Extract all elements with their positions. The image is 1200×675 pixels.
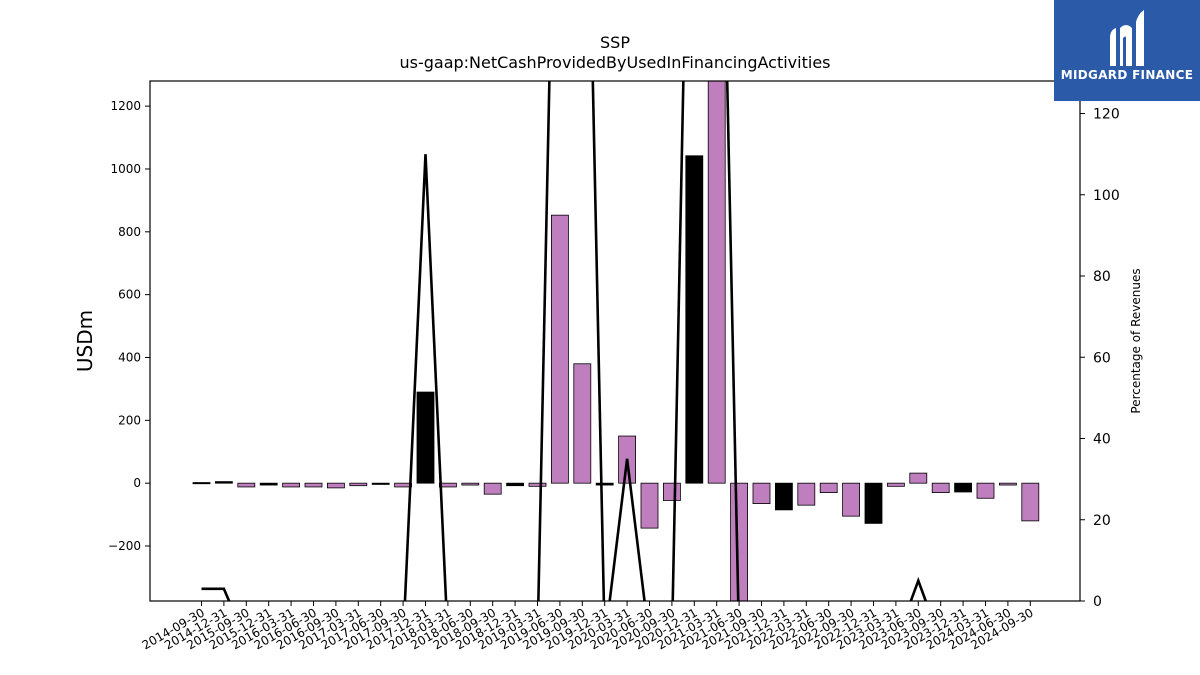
bar-2015-09-30 (237, 482, 256, 488)
bar-2020-09-30 (663, 482, 681, 501)
y2-tick-label: 100 (1093, 188, 1120, 204)
y2-tick-label: 20 (1093, 513, 1111, 529)
percentage-line (201, 81, 928, 601)
bar-2017-12-31 (416, 391, 435, 484)
y2-tick-label: 0 (1093, 594, 1102, 610)
bar-2015-12-31 (259, 482, 278, 486)
y2-tick-label: 60 (1093, 350, 1111, 366)
bar-2021-09-30 (752, 482, 771, 504)
bar-2018-06-30 (461, 482, 480, 486)
bar-2020-06-30 (640, 482, 659, 529)
y-tick-label: −200 (108, 539, 141, 553)
logo-text: MIDGARD FINANCE (1060, 68, 1194, 82)
bar-2024-09-30 (1021, 482, 1040, 522)
bar-2023-09-30 (931, 482, 950, 494)
logo-mark-icon (1110, 10, 1144, 66)
bar-2016-03-31 (282, 482, 301, 488)
y-tick-label: 200 (118, 413, 141, 427)
bar-2022-03-31 (797, 482, 816, 506)
bar-2021-12-31 (775, 482, 793, 511)
bar-2014-09-30 (192, 482, 211, 485)
y2-axis-label: Percentage of Revenues (1129, 268, 1143, 413)
bar-2023-03-31 (887, 482, 905, 487)
y-tick-label: 400 (118, 350, 141, 364)
y2-tick-label: 40 (1093, 432, 1111, 448)
bar-2022-12-31 (864, 482, 883, 524)
y2-tick-label: 80 (1093, 269, 1111, 285)
bar-2019-09-30 (573, 363, 592, 484)
y-tick-label: 1000 (110, 162, 141, 176)
bar-2023-06-30 (909, 472, 928, 484)
y2-tick-label: 120 (1093, 107, 1120, 123)
bar-2017-03-31 (349, 482, 368, 487)
y-tick-label: 0 (133, 476, 141, 490)
bar-2016-09-30 (326, 482, 345, 489)
bar-2018-09-30 (483, 482, 502, 495)
bar-2018-03-31 (438, 482, 457, 488)
bar-2018-12-31 (506, 482, 525, 487)
y-tick-label: 1200 (110, 99, 141, 113)
chart-title: SSP (600, 33, 630, 52)
bar-2021-03-31 (707, 81, 726, 484)
bar-2017-09-30 (394, 482, 413, 488)
bar-2014-12-31 (214, 481, 233, 484)
y-axis-label: USDm (73, 310, 97, 372)
bar-2020-12-31 (685, 155, 704, 484)
brand-logo: MIDGARD FINANCE (1054, 0, 1200, 101)
bar-2019-03-31 (528, 482, 547, 487)
plot-frame (149, 80, 1081, 602)
y-tick-label: 800 (118, 225, 141, 239)
bar-2024-06-30 (999, 482, 1017, 486)
bar-2019-06-30 (551, 214, 569, 484)
bar-2023-12-31 (954, 482, 972, 493)
bar-2019-12-31 (595, 482, 614, 486)
bar-2024-03-31 (976, 482, 995, 499)
bar-2022-09-30 (842, 482, 860, 517)
bar-2021-06-30 (730, 482, 748, 601)
bar-2017-06-30 (371, 482, 390, 485)
y-tick-label: 600 (118, 288, 141, 302)
bar-2016-06-30 (304, 482, 323, 488)
bar-2022-06-30 (819, 482, 838, 494)
chart-subtitle: us-gaap:NetCashProvidedByUsedInFinancing… (399, 53, 830, 72)
